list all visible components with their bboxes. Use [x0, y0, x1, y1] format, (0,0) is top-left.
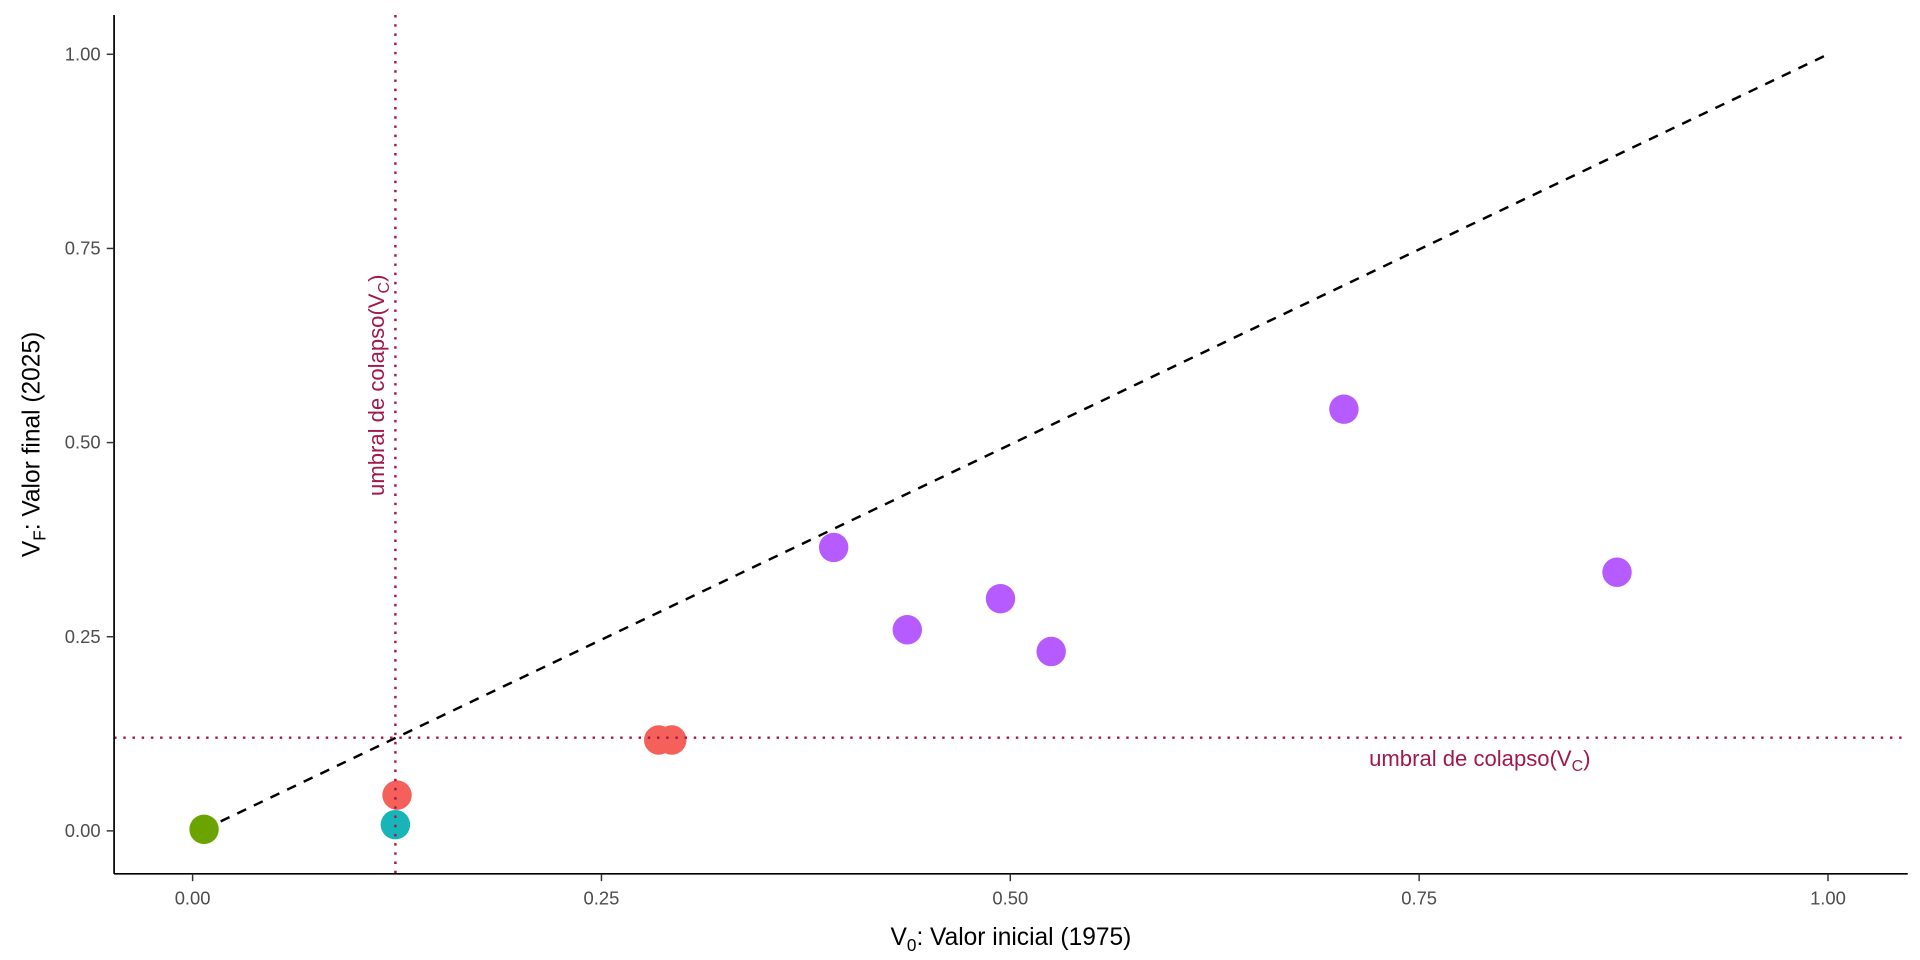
- data-point-4: [657, 725, 687, 755]
- data-point-5: [818, 532, 849, 563]
- x-axis-label: V0: Valor inicial (1975): [891, 924, 1132, 955]
- y-tick-label: 0.25: [65, 626, 101, 647]
- data-point-8: [1036, 636, 1066, 667]
- y-tick-label: 0.75: [65, 238, 101, 259]
- x-tick-label: 0.00: [175, 887, 211, 908]
- identity-reference-line: [203, 53, 1829, 831]
- data-point-6: [892, 615, 922, 645]
- data-point-7: [985, 583, 1016, 614]
- threshold-label-vertical: umbral de colapso(VC): [364, 275, 393, 496]
- x-tick-label: 0.25: [584, 887, 620, 908]
- y-tick-label: 0.50: [65, 432, 101, 453]
- x-tick-label: 1.00: [1810, 887, 1846, 908]
- data-point-0: [189, 814, 219, 845]
- data-point-2: [382, 780, 412, 810]
- x-tick-label: 0.75: [1401, 887, 1437, 908]
- data-point-1: [380, 809, 411, 840]
- y-tick-label: 0.00: [65, 820, 101, 841]
- data-point-10: [1602, 557, 1632, 587]
- threshold-label-horizontal: umbral de colapso(VC): [1369, 746, 1590, 775]
- data-point-9: [1329, 394, 1359, 424]
- y-axis-label: VF: Valor final (2025): [18, 332, 49, 557]
- plot-marks: [114, 15, 1908, 874]
- x-tick-label: 0.50: [992, 887, 1028, 908]
- y-tick-label: 1.00: [65, 43, 101, 64]
